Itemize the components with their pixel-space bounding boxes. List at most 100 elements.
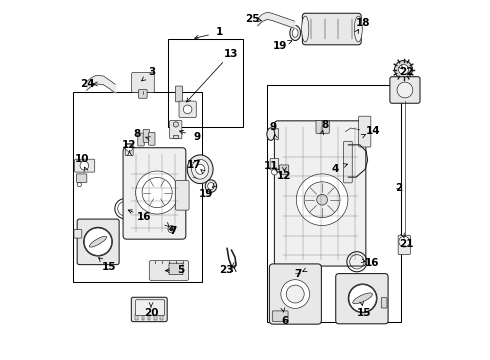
Bar xyxy=(168,39,243,127)
Text: 16: 16 xyxy=(365,258,380,268)
Bar xyxy=(154,315,157,320)
Bar xyxy=(173,135,178,138)
Circle shape xyxy=(170,227,173,231)
FancyBboxPatch shape xyxy=(143,130,149,142)
Text: 10: 10 xyxy=(74,154,89,164)
FancyBboxPatch shape xyxy=(138,133,144,146)
FancyBboxPatch shape xyxy=(336,274,388,324)
Text: 4: 4 xyxy=(332,163,339,174)
Ellipse shape xyxy=(353,293,372,304)
Text: 7: 7 xyxy=(170,226,177,236)
Text: 9: 9 xyxy=(193,132,200,142)
FancyBboxPatch shape xyxy=(270,158,279,170)
FancyBboxPatch shape xyxy=(302,13,361,45)
FancyBboxPatch shape xyxy=(270,264,321,324)
Circle shape xyxy=(296,174,348,226)
Ellipse shape xyxy=(89,236,107,247)
Circle shape xyxy=(84,227,112,256)
Circle shape xyxy=(348,284,377,313)
FancyBboxPatch shape xyxy=(390,77,420,103)
FancyBboxPatch shape xyxy=(381,298,387,308)
Bar xyxy=(267,85,401,321)
FancyBboxPatch shape xyxy=(125,143,133,156)
Text: 22: 22 xyxy=(399,67,414,77)
Text: 15: 15 xyxy=(357,308,371,318)
Text: 19: 19 xyxy=(273,41,287,50)
FancyBboxPatch shape xyxy=(139,90,147,98)
Text: 9: 9 xyxy=(270,122,276,132)
Ellipse shape xyxy=(267,128,275,140)
Bar xyxy=(160,315,163,320)
FancyBboxPatch shape xyxy=(74,159,95,172)
Text: 11: 11 xyxy=(264,161,278,171)
Text: 17: 17 xyxy=(187,159,201,170)
FancyBboxPatch shape xyxy=(169,263,183,275)
FancyBboxPatch shape xyxy=(279,165,289,174)
Ellipse shape xyxy=(196,164,205,174)
Text: 3: 3 xyxy=(148,67,155,77)
Ellipse shape xyxy=(290,26,300,41)
FancyBboxPatch shape xyxy=(149,261,189,280)
Ellipse shape xyxy=(302,16,309,42)
Ellipse shape xyxy=(187,155,213,184)
Circle shape xyxy=(296,270,303,277)
Text: 16: 16 xyxy=(137,212,151,221)
Circle shape xyxy=(394,60,413,78)
Polygon shape xyxy=(173,122,178,127)
FancyBboxPatch shape xyxy=(175,180,189,210)
Text: 5: 5 xyxy=(177,265,185,275)
Circle shape xyxy=(298,271,301,275)
Polygon shape xyxy=(271,129,278,140)
FancyBboxPatch shape xyxy=(170,121,182,139)
FancyBboxPatch shape xyxy=(398,235,410,255)
Text: 14: 14 xyxy=(366,126,381,135)
Text: 6: 6 xyxy=(282,316,289,325)
Circle shape xyxy=(125,144,133,151)
Bar xyxy=(148,315,150,320)
FancyBboxPatch shape xyxy=(123,148,186,239)
Ellipse shape xyxy=(192,159,209,179)
Circle shape xyxy=(80,161,89,170)
Ellipse shape xyxy=(205,180,217,192)
Bar xyxy=(142,315,144,320)
FancyBboxPatch shape xyxy=(316,121,323,134)
Text: 2: 2 xyxy=(395,183,403,193)
Circle shape xyxy=(168,226,175,233)
FancyBboxPatch shape xyxy=(322,121,329,134)
FancyBboxPatch shape xyxy=(148,132,155,145)
Circle shape xyxy=(77,183,81,187)
FancyBboxPatch shape xyxy=(272,311,288,321)
Circle shape xyxy=(281,280,310,309)
FancyBboxPatch shape xyxy=(179,101,196,118)
FancyBboxPatch shape xyxy=(136,300,165,316)
Text: 20: 20 xyxy=(144,309,158,318)
Ellipse shape xyxy=(208,183,214,190)
Circle shape xyxy=(398,64,409,75)
Text: 12: 12 xyxy=(122,140,137,150)
Circle shape xyxy=(399,236,410,247)
Circle shape xyxy=(304,182,340,218)
Circle shape xyxy=(271,169,277,175)
FancyBboxPatch shape xyxy=(343,141,352,183)
Text: 13: 13 xyxy=(223,49,238,59)
Circle shape xyxy=(183,105,192,114)
Circle shape xyxy=(397,82,413,98)
Ellipse shape xyxy=(293,29,298,37)
FancyBboxPatch shape xyxy=(132,72,154,93)
Ellipse shape xyxy=(354,16,362,42)
FancyBboxPatch shape xyxy=(131,297,167,321)
Text: 15: 15 xyxy=(101,262,116,272)
Circle shape xyxy=(317,194,327,205)
FancyBboxPatch shape xyxy=(274,121,366,266)
Text: 8: 8 xyxy=(134,129,141,139)
Bar xyxy=(135,315,138,320)
Text: 8: 8 xyxy=(321,120,328,130)
Text: 12: 12 xyxy=(277,171,292,181)
FancyBboxPatch shape xyxy=(74,229,82,238)
Bar xyxy=(73,92,202,282)
FancyBboxPatch shape xyxy=(77,219,119,265)
Circle shape xyxy=(136,171,179,214)
Text: 7: 7 xyxy=(294,269,302,279)
Text: 21: 21 xyxy=(399,239,414,249)
Text: 23: 23 xyxy=(219,265,234,275)
